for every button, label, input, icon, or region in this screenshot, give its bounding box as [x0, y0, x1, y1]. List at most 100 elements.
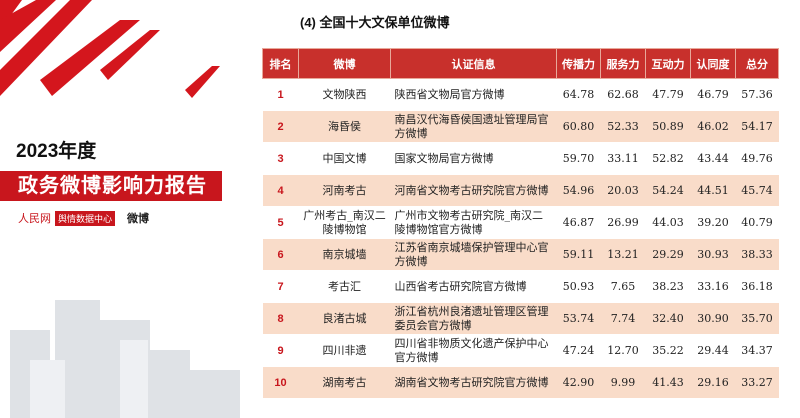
table-cell: 7.65 [600, 270, 646, 303]
table-cell: 文物陕西 [298, 78, 391, 111]
table-cell: 62.68 [600, 78, 646, 111]
logo-text: 人民网 [18, 213, 51, 225]
table-cell: 53.74 [556, 302, 601, 335]
table-cell: 江苏省南京城墙保护管理中心官方微博 [390, 238, 557, 271]
table-cell: 4 [262, 174, 299, 207]
table-cell: 河南省文物考古研究院官方微博 [390, 174, 557, 207]
table-cell: 42.90 [556, 366, 601, 399]
report-year: 2023年度 [16, 141, 97, 162]
table-cell: 5 [262, 206, 299, 239]
table-cell: 8 [262, 302, 299, 335]
table-cell: 46.87 [556, 206, 601, 239]
table-row: 4 河南考古 河南省文物考古研究院官方微博 54.96 20.03 54.24 44.51 4… [262, 174, 779, 207]
table-cell: 12.70 [600, 334, 646, 367]
table-cell: 33.27 [735, 366, 779, 399]
table-cell: 9 [262, 334, 299, 367]
column-header: 排名 [262, 48, 299, 79]
table-cell: 30.93 [690, 238, 736, 271]
table-cell: 46.79 [690, 78, 736, 111]
table-cell: 33.16 [690, 270, 736, 303]
column-header: 认同度 [690, 48, 736, 79]
table-cell: 41.43 [645, 366, 691, 399]
table-cell: 38.23 [645, 270, 691, 303]
table-cell: 57.36 [735, 78, 779, 111]
table-cell: 山西省考古研究院官方微博 [390, 270, 557, 303]
table-cell: 44.03 [645, 206, 691, 239]
header-row: 排名 微博 认证信息 传播力 服务力 互动力 认同度 总分 [262, 48, 779, 79]
table-cell: 43.44 [690, 142, 736, 175]
table-cell: 湖南考古 [298, 366, 391, 399]
table-cell: 考古汇 [298, 270, 391, 303]
table-cell: 59.11 [556, 238, 601, 271]
logos: 人民网 舆情数据中心 微博 [18, 210, 149, 226]
table-cell: 54.17 [735, 110, 779, 143]
table-cell: 广州考古_南汉二陵博物馆 [298, 206, 391, 239]
table-cell: 广州市文物考古研究院_南汉二陵博物馆官方微博 [390, 206, 557, 239]
table-cell: 40.79 [735, 206, 779, 239]
logo-text: 舆情数据中心 [55, 210, 116, 226]
column-header: 服务力 [600, 48, 646, 79]
table-cell: 35.22 [645, 334, 691, 367]
table-cell: 四川省非物质文化遗产保护中心官方微博 [390, 334, 557, 367]
table-cell: 33.11 [600, 142, 646, 175]
table-cell: 10 [262, 366, 299, 399]
column-header: 传播力 [556, 48, 601, 79]
report-title: 政务微博影响力报告 [0, 171, 222, 201]
table-cell: 32.40 [645, 302, 691, 335]
table-cell: 6 [262, 238, 299, 271]
table-row: 3 中国文博 国家文物局官方微博 59.70 33.11 52.82 43.44 49.76 [262, 142, 779, 175]
table-cell: 29.29 [645, 238, 691, 271]
table-cell: 湖南省文物考古研究院官方微博 [390, 366, 557, 399]
table-cell: 13.21 [600, 238, 646, 271]
table-cell: 49.76 [735, 142, 779, 175]
table-title: (4) 全国十大文保单位微博 [300, 15, 450, 30]
table-row: 6 南京城墙 江苏省南京城墙保护管理中心官方微博 59.11 13.21 29.29 30.… [262, 238, 779, 271]
table-cell: 46.02 [690, 110, 736, 143]
column-header: 微博 [298, 48, 391, 79]
table-cell: 海昏侯 [298, 110, 391, 143]
table-cell: 35.70 [735, 302, 779, 335]
table-row: 1 文物陕西 陕西省文物局官方微博 64.78 62.68 47.79 46.79 57.36 [262, 78, 779, 111]
table-cell: 60.80 [556, 110, 601, 143]
table-cell: 陕西省文物局官方微博 [390, 78, 557, 111]
table-cell: 河南考古 [298, 174, 391, 207]
logo-text: 微博 [127, 213, 150, 225]
ranking-table: 排名 微博 认证信息 传播力 服务力 互动力 认同度 总分 1 文物陕西 陕西省文物局官方微博 64… [262, 48, 779, 399]
table-cell: 南京城墙 [298, 238, 391, 271]
table-cell: 45.74 [735, 174, 779, 207]
table-cell: 54.96 [556, 174, 601, 207]
table-row: 2 海昏侯 南昌汉代海昏侯国遗址管理局官方微博 60.80 52.33 50.89 46.0… [262, 110, 779, 143]
table-cell: 7 [262, 270, 299, 303]
table-cell: 中国文博 [298, 142, 391, 175]
table-cell: 9.99 [600, 366, 646, 399]
table-cell: 1 [262, 78, 299, 111]
table-cell: 44.51 [690, 174, 736, 207]
table-cell: 浙江省杭州良渚遗址管理区管理委员会官方微博 [390, 302, 557, 335]
table-cell: 2 [262, 110, 299, 143]
table-cell: 20.03 [600, 174, 646, 207]
table-cell: 47.79 [645, 78, 691, 111]
table-row: 9 四川非遗 四川省非物质文化遗产保护中心官方微博 47.24 12.70 35.22 29… [262, 334, 779, 367]
decoration [0, 0, 240, 418]
table-cell: 34.37 [735, 334, 779, 367]
table-cell: 39.20 [690, 206, 736, 239]
table-cell: 54.24 [645, 174, 691, 207]
column-header: 总分 [735, 48, 779, 79]
table-cell: 36.18 [735, 270, 779, 303]
table-row: 10 湖南考古 湖南省文物考古研究院官方微博 42.90 9.99 41.43 29.16 3… [262, 366, 779, 399]
table-row: 7 考古汇 山西省考古研究院官方微博 50.93 7.65 38.23 33.16 36.18 [262, 270, 779, 303]
table-cell: 南昌汉代海昏侯国遗址管理局官方微博 [390, 110, 557, 143]
column-header: 互动力 [645, 48, 691, 79]
table-cell: 59.70 [556, 142, 601, 175]
table-cell: 50.93 [556, 270, 601, 303]
table-cell: 国家文物局官方微博 [390, 142, 557, 175]
table-cell: 29.16 [690, 366, 736, 399]
table-cell: 64.78 [556, 78, 601, 111]
table-cell: 29.44 [690, 334, 736, 367]
table-cell: 26.99 [600, 206, 646, 239]
table-cell: 30.90 [690, 302, 736, 335]
table-cell: 47.24 [556, 334, 601, 367]
table-row: 8 良渚古城 浙江省杭州良渚遗址管理区管理委员会官方微博 53.74 7.74 32.40… [262, 302, 779, 335]
table-row: 5 广州考古_南汉二陵博物馆 广州市文物考古研究院_南汉二陵博物馆官方微博 46.87… [262, 206, 779, 239]
